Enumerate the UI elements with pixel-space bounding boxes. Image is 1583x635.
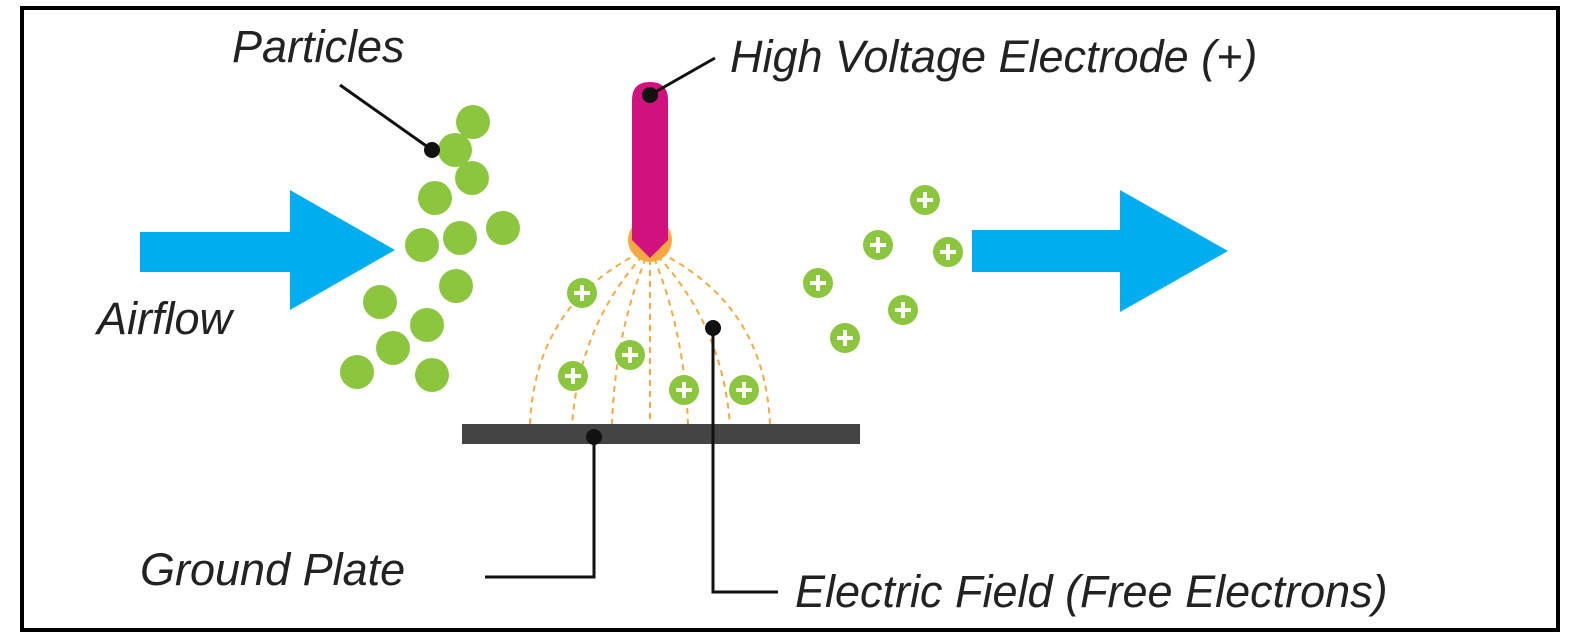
ground-plate	[462, 424, 860, 444]
electric-field-label: Electric Field (Free Electrons)	[795, 566, 1388, 617]
diagram: Particles High Voltage Electrode (+) Air…	[0, 0, 1583, 635]
electrode	[632, 82, 668, 258]
airflow-label: Airflow	[94, 293, 235, 344]
particles-label: Particles	[232, 21, 405, 72]
frame	[22, 8, 1558, 630]
ground-plate-label: Ground Plate	[140, 544, 405, 595]
electrode-label: High Voltage Electrode (+)	[730, 31, 1257, 82]
